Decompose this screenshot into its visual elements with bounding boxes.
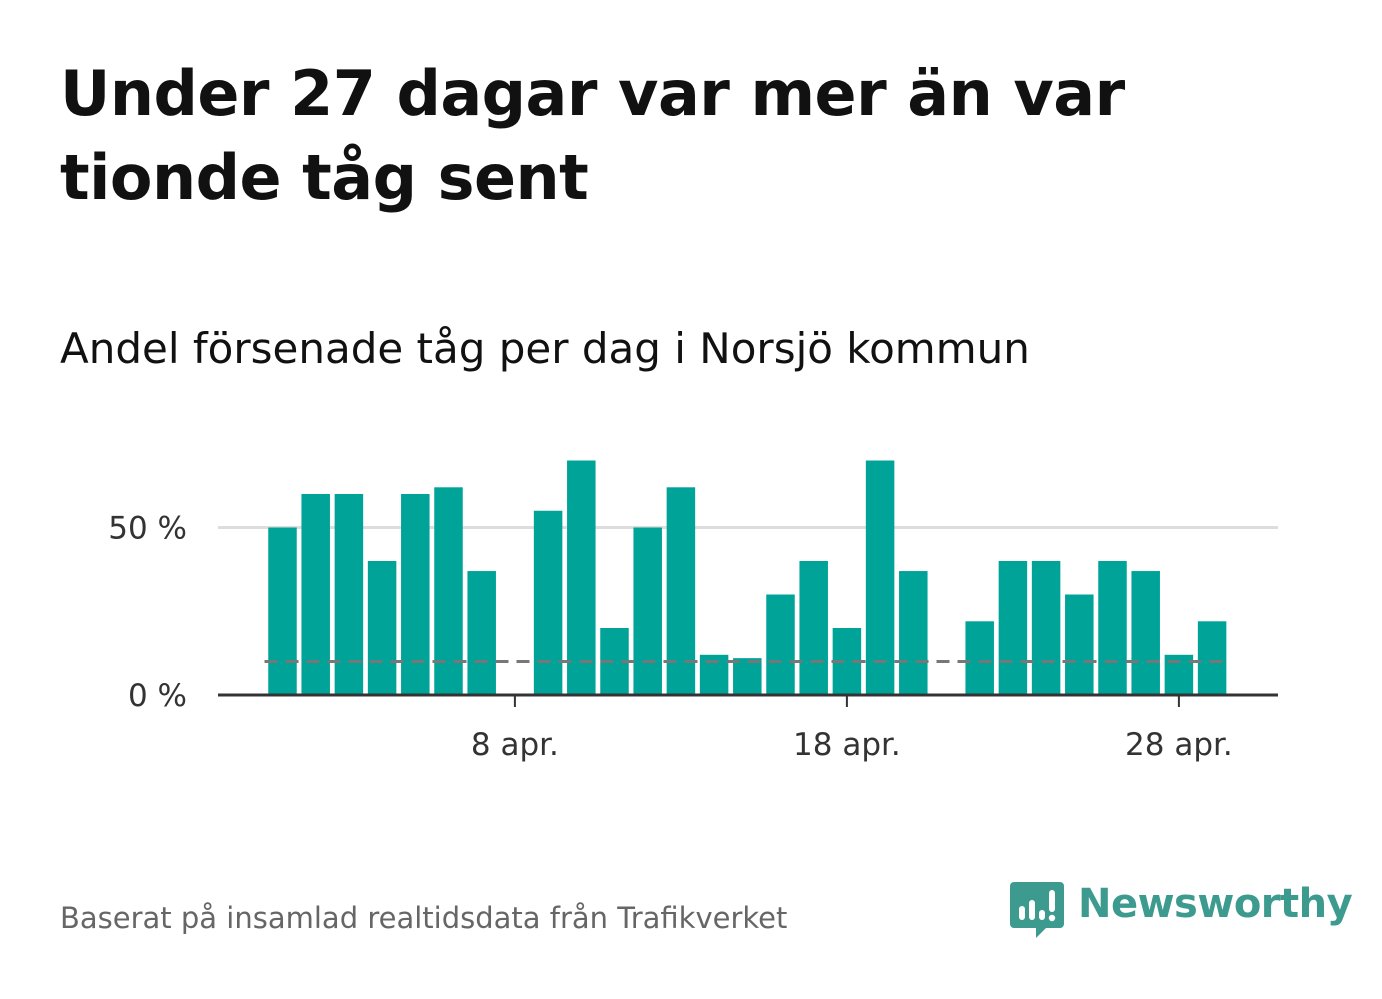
brand-name: Newsworthy [1078, 881, 1353, 927]
bar-1-apr [268, 527, 297, 695]
bar-24-apr [1031, 561, 1061, 695]
axes: 0 % 50 % 8 apr. 18 apr. 28 apr. [108, 511, 1278, 763]
newsworthy-logo-icon [1010, 882, 1064, 938]
bar-12-apr [633, 527, 662, 695]
bar-16-apr [766, 594, 795, 695]
bar-17-apr [799, 561, 828, 695]
bar-10-apr [567, 460, 596, 695]
y-tick-label: 50 % [108, 511, 187, 547]
bar-23-apr [998, 561, 1028, 695]
bar-25-apr [1065, 594, 1094, 695]
brand-logo: Newsworthy [1010, 876, 1353, 942]
bar-27-apr [1131, 571, 1160, 695]
source-note: Baserat på insamlad realtidsdata från Tr… [60, 901, 788, 935]
bar-2-apr [301, 494, 330, 695]
bar-3-apr [334, 494, 364, 695]
chart-title: Under 27 dagar var mer än var tionde tåg… [60, 57, 1125, 214]
bar-7-apr [467, 571, 496, 695]
bar-4-apr [367, 561, 397, 695]
y-tick-label: 0 % [128, 678, 187, 714]
bar-15-apr [733, 658, 762, 695]
x-tick-label: 8 apr. [471, 727, 559, 763]
bar-20-apr [899, 571, 928, 695]
bar-29-apr [1197, 621, 1227, 695]
bar-chart: 0 % 50 % 8 apr. 18 apr. 28 apr. [108, 460, 1278, 763]
bars [268, 460, 1227, 695]
bar-9-apr [533, 510, 563, 695]
x-tick-label: 28 apr. [1125, 727, 1233, 763]
chart-subtitle: Andel försenade tåg per dag i Norsjö kom… [60, 324, 1030, 373]
x-tick-label: 18 apr. [793, 727, 901, 763]
bar-26-apr [1098, 561, 1127, 695]
bar-22-apr [965, 621, 994, 695]
bar-19-apr [865, 460, 895, 695]
bar-5-apr [401, 494, 430, 695]
bar-13-apr [666, 487, 696, 695]
bar-6-apr [434, 487, 463, 695]
